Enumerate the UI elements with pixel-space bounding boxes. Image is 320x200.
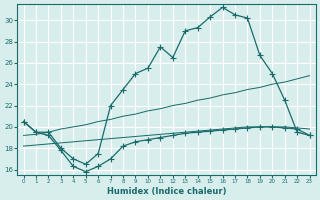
X-axis label: Humidex (Indice chaleur): Humidex (Indice chaleur) <box>107 187 226 196</box>
